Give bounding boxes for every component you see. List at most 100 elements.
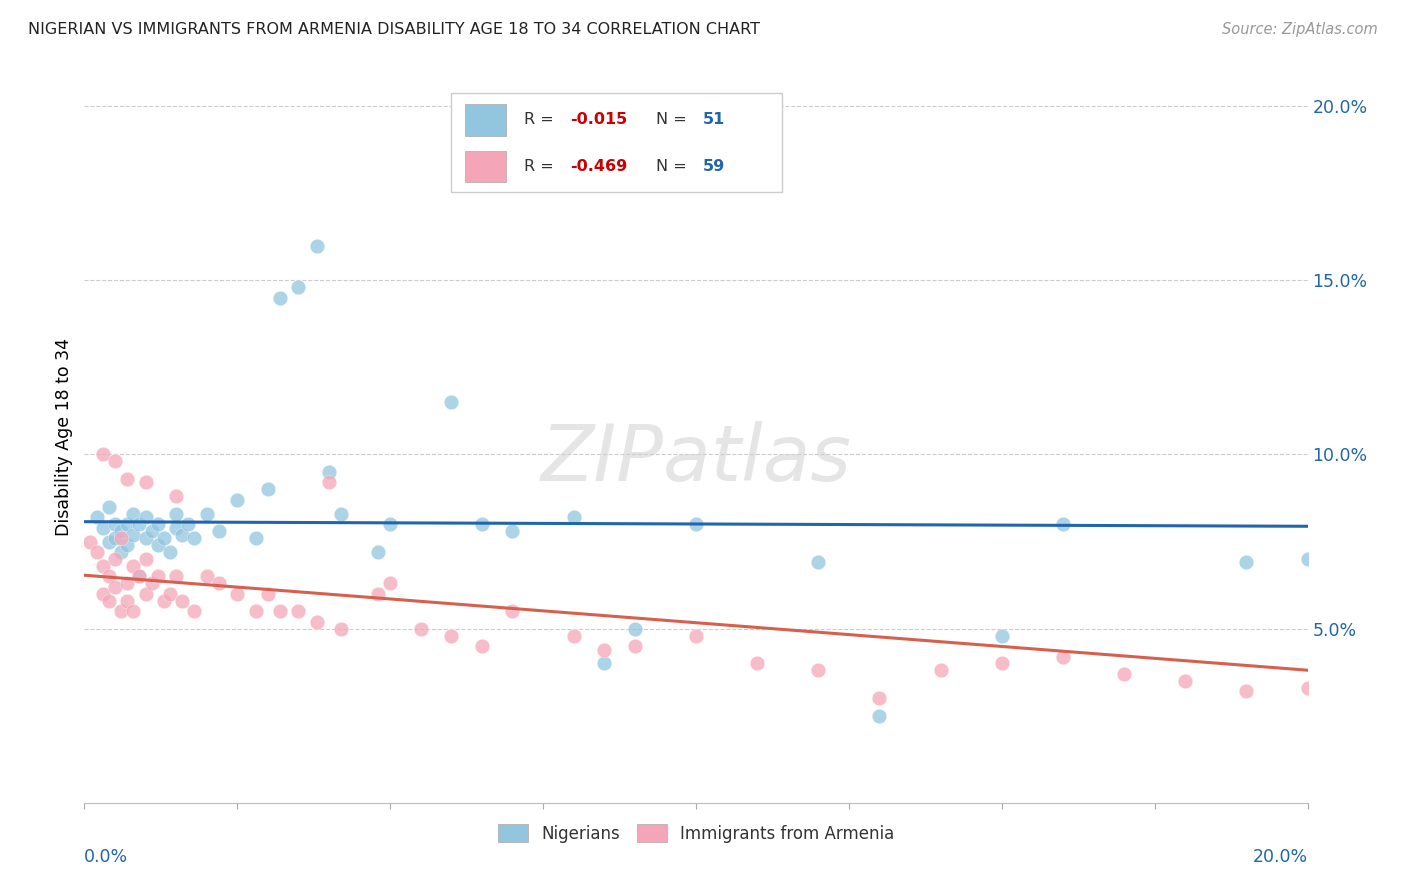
Point <box>1052 517 1074 532</box>
Point <box>86 545 108 559</box>
Point <box>104 531 127 545</box>
Point <box>624 639 647 653</box>
Point <box>208 524 231 538</box>
Point <box>86 510 108 524</box>
Point <box>183 604 205 618</box>
Point <box>330 622 353 636</box>
Point <box>104 580 127 594</box>
Point <box>110 545 132 559</box>
Point <box>128 569 150 583</box>
Point <box>115 472 138 486</box>
Point <box>141 576 163 591</box>
Point <box>1296 552 1319 566</box>
Point <box>305 615 328 629</box>
Point <box>165 569 187 583</box>
Legend: Nigerians, Immigrants from Armenia: Nigerians, Immigrants from Armenia <box>491 818 901 849</box>
Point <box>562 510 585 524</box>
Point <box>471 639 494 653</box>
Point <box>177 517 200 532</box>
Point <box>1174 673 1197 688</box>
Point <box>562 629 585 643</box>
Point <box>153 531 176 545</box>
Point <box>172 527 194 541</box>
Point <box>115 517 138 532</box>
Point <box>380 517 402 532</box>
Point <box>91 587 114 601</box>
Point <box>183 531 205 545</box>
Point <box>128 517 150 532</box>
Point <box>226 587 249 601</box>
Point <box>807 664 830 678</box>
Point <box>135 475 157 490</box>
Point <box>159 587 181 601</box>
Point <box>269 604 291 618</box>
Point <box>159 545 181 559</box>
Point <box>1052 649 1074 664</box>
Point <box>165 521 187 535</box>
Point <box>97 569 120 583</box>
Point <box>135 587 157 601</box>
Point <box>141 524 163 538</box>
Point <box>91 448 114 462</box>
Point <box>128 569 150 583</box>
Text: 0.0%: 0.0% <box>84 848 128 866</box>
Point <box>287 280 309 294</box>
Point <box>122 507 145 521</box>
Point <box>245 604 267 618</box>
Point <box>1114 667 1136 681</box>
Point <box>135 552 157 566</box>
Point <box>869 708 891 723</box>
Point <box>807 556 830 570</box>
Text: 20.0%: 20.0% <box>1253 848 1308 866</box>
Point <box>79 534 101 549</box>
Point <box>115 538 138 552</box>
Point <box>172 594 194 608</box>
Point <box>104 552 127 566</box>
Point <box>747 657 769 671</box>
Point <box>165 489 187 503</box>
Point <box>929 664 952 678</box>
Point <box>104 517 127 532</box>
Point <box>226 492 249 507</box>
Point <box>287 604 309 618</box>
Point <box>593 642 616 657</box>
Point <box>135 531 157 545</box>
Point <box>440 395 463 409</box>
Point <box>135 510 157 524</box>
Point <box>122 527 145 541</box>
Point <box>380 576 402 591</box>
Point <box>110 524 132 538</box>
Point <box>245 531 267 545</box>
Point <box>208 576 231 591</box>
Point <box>110 531 132 545</box>
Point <box>257 587 280 601</box>
Point <box>1236 556 1258 570</box>
Point <box>146 569 169 583</box>
Point <box>624 622 647 636</box>
Point <box>110 604 132 618</box>
Point <box>97 594 120 608</box>
Y-axis label: Disability Age 18 to 34: Disability Age 18 to 34 <box>55 338 73 536</box>
Point <box>502 524 524 538</box>
Text: Source: ZipAtlas.com: Source: ZipAtlas.com <box>1222 22 1378 37</box>
Point <box>991 657 1014 671</box>
Point <box>502 604 524 618</box>
Point <box>115 576 138 591</box>
Point <box>195 569 218 583</box>
Point <box>471 517 494 532</box>
Point <box>330 507 353 521</box>
Text: ZIPatlas: ZIPatlas <box>540 421 852 497</box>
Point <box>440 629 463 643</box>
Point <box>91 521 114 535</box>
Point <box>146 517 169 532</box>
Point <box>1236 684 1258 698</box>
Text: NIGERIAN VS IMMIGRANTS FROM ARMENIA DISABILITY AGE 18 TO 34 CORRELATION CHART: NIGERIAN VS IMMIGRANTS FROM ARMENIA DISA… <box>28 22 761 37</box>
Point <box>195 507 218 521</box>
Point <box>318 475 340 490</box>
Point <box>1296 681 1319 695</box>
Point <box>104 454 127 468</box>
Point <box>165 507 187 521</box>
Point <box>122 558 145 573</box>
Point <box>257 483 280 497</box>
Point <box>367 545 389 559</box>
